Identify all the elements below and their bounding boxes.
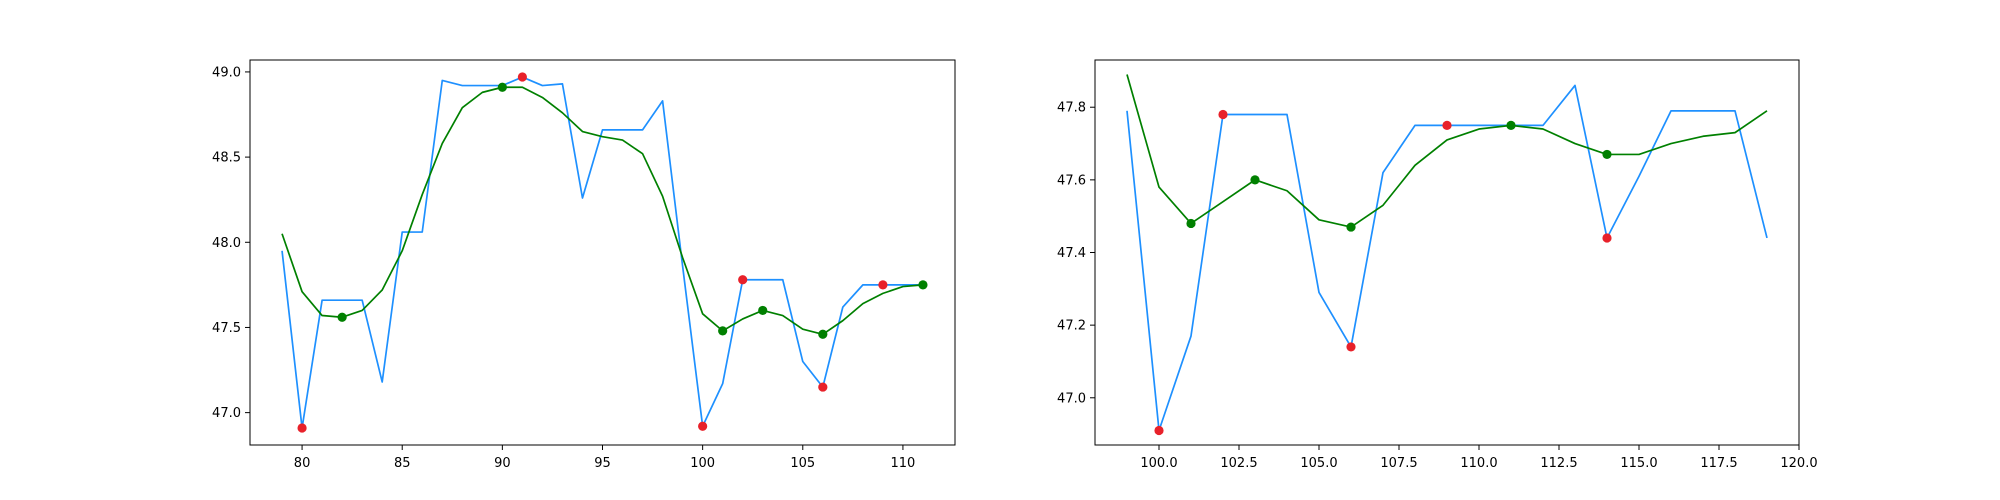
series-line-2 — [1126, 74, 1768, 228]
x-tick-label: 100 — [690, 456, 715, 471]
x-tick-label: 115.0 — [1620, 456, 1657, 471]
x-tick-label: 90 — [494, 456, 511, 471]
y-tick-label: 47.6 — [1057, 173, 1086, 188]
data-point — [878, 280, 888, 290]
y-tick-label: 47.8 — [1057, 101, 1086, 116]
x-tick-label: 105.0 — [1300, 456, 1337, 471]
data-point — [517, 72, 527, 82]
data-point — [1602, 233, 1612, 243]
data-point — [1602, 149, 1612, 160]
x-tick-label: 117.5 — [1700, 456, 1737, 471]
data-point — [1186, 218, 1196, 229]
chart-1: 80 85 90 95 100 105 110 47.0 47.5 48.0 48.5 49.0 — [212, 59, 956, 471]
x-tick-label: 95 — [594, 456, 611, 471]
data-point — [818, 329, 828, 339]
x-tick-label: 105 — [790, 456, 815, 471]
chart-2: 100.0 102.5 105.0 107.5 110.0 112.5 115.0 117.5… — [1057, 59, 1818, 471]
data-point — [738, 275, 748, 285]
series-line-1 — [281, 76, 923, 429]
x-tick-label: 120.0 — [1780, 456, 1817, 471]
plot-frame — [1094, 59, 1800, 446]
data-point — [1346, 342, 1356, 352]
data-point — [698, 421, 708, 431]
data-point — [337, 312, 347, 322]
data-point — [297, 423, 307, 433]
data-point — [718, 326, 728, 336]
x-tick-label: 110.0 — [1460, 456, 1497, 471]
x-tick-label: 85 — [394, 456, 411, 471]
data-point — [1346, 222, 1356, 232]
x-tick-label: 107.5 — [1380, 456, 1417, 471]
data-point — [818, 382, 828, 392]
x-tick-label: 110 — [891, 456, 916, 471]
series-line-2 — [281, 86, 924, 336]
plot-frame — [249, 59, 956, 446]
series-line-1 — [1126, 84, 1768, 432]
y-tick-label: 47.2 — [1057, 319, 1086, 334]
data-point — [1154, 425, 1164, 436]
x-tick-label: 102.5 — [1220, 456, 1257, 471]
y-tick-label: 47.0 — [212, 406, 241, 421]
y-tick-label: 49.0 — [212, 65, 241, 80]
y-tick-label: 47.0 — [1057, 391, 1086, 406]
data-point — [1250, 175, 1260, 185]
data-point — [1442, 120, 1452, 130]
y-tick-label: 47.4 — [1057, 246, 1086, 261]
data-point — [1218, 109, 1228, 120]
data-point — [758, 305, 768, 316]
x-tick-label: 112.5 — [1540, 456, 1577, 471]
data-point — [1506, 120, 1516, 130]
data-point — [497, 82, 507, 92]
data-point — [918, 280, 928, 290]
y-tick-label: 48.5 — [212, 151, 241, 166]
y-tick-label: 48.0 — [212, 236, 241, 251]
x-tick-label: 100.0 — [1140, 456, 1177, 471]
y-tick-label: 47.5 — [212, 321, 241, 336]
x-tick-label: 80 — [294, 456, 311, 471]
